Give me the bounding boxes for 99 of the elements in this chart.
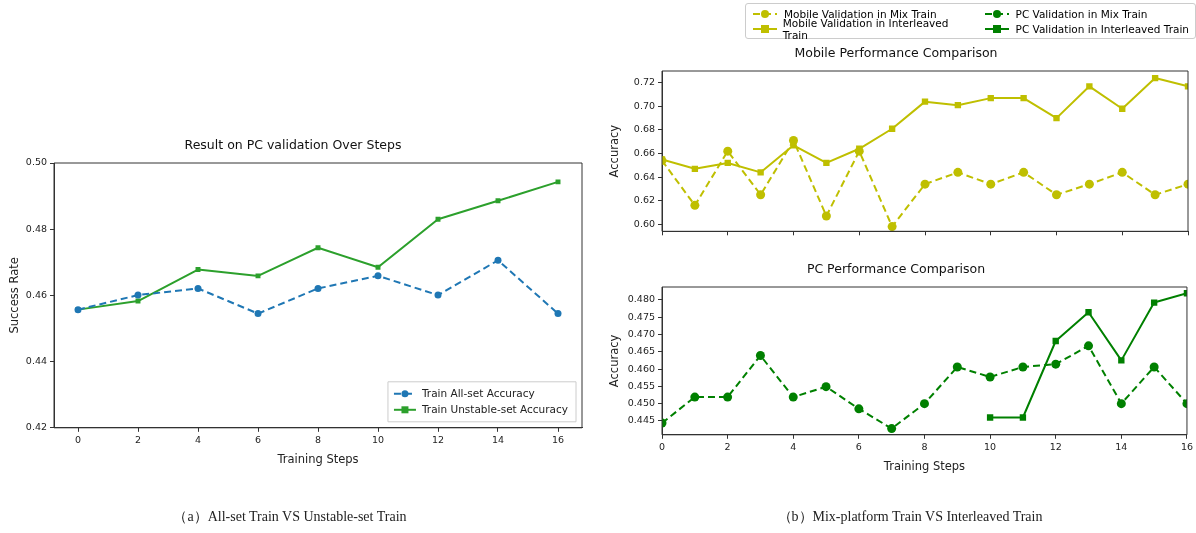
point	[314, 284, 322, 292]
y-tick-label: 0.64	[633, 170, 655, 182]
y-tick-label: 0.70	[633, 99, 655, 111]
point	[1018, 362, 1028, 372]
x-tick-label: 2	[134, 433, 142, 445]
y-tick-label: 0.46	[25, 288, 47, 300]
chart-title: PC Performance Comparison	[806, 260, 986, 276]
x-tick-label: 4	[194, 433, 202, 445]
x-axis-title: Training Steps	[276, 452, 359, 467]
legend-label: PC Validation in Mix Train	[1015, 7, 1148, 20]
x-tick-label: 8	[314, 433, 322, 445]
y-tick-label: 0.475	[627, 310, 655, 322]
y-axis-title: Accuracy	[606, 124, 621, 178]
point	[690, 392, 700, 402]
point	[374, 272, 382, 280]
x-tick-label: 16	[1180, 440, 1193, 452]
y-tick-label: 0.480	[627, 293, 655, 305]
y-tick-label: 0.445	[627, 414, 655, 426]
point	[723, 146, 733, 156]
point	[1020, 94, 1027, 102]
x-tick-label: 12	[1049, 440, 1062, 452]
x-tick-label: 12	[431, 433, 445, 445]
point	[854, 404, 864, 414]
y-axis-title: Success Rate	[6, 257, 21, 334]
point	[1052, 190, 1061, 200]
point	[1116, 399, 1126, 409]
legend-label: Train All-set Accuracy	[420, 386, 535, 399]
point	[554, 310, 562, 318]
y-tick-label: 0.50	[25, 156, 47, 168]
x-tick-label: 2	[724, 440, 731, 452]
point	[756, 190, 766, 200]
y-tick-label: 0.72	[633, 76, 655, 88]
y-tick-label: 0.48	[25, 222, 47, 234]
x-tick-label: 6	[254, 433, 262, 445]
y-tick-label: 0.42	[25, 421, 47, 433]
x-tick-label: 14	[491, 433, 505, 445]
legend-label: PC Validation in Interleaved Train	[1015, 22, 1189, 35]
point	[757, 169, 764, 176]
point	[1084, 179, 1094, 189]
y-tick-label: 0.465	[627, 345, 655, 357]
point	[1084, 341, 1094, 351]
point	[434, 291, 442, 299]
point	[985, 372, 995, 382]
point	[1019, 167, 1029, 177]
point	[494, 256, 502, 264]
y-tick-label: 0.455	[627, 379, 655, 391]
point	[194, 284, 202, 292]
x-tick-label: 16	[551, 433, 565, 445]
y-tick-label: 0.66	[633, 146, 655, 158]
point	[1149, 362, 1159, 372]
y-tick-label: 0.450	[627, 397, 655, 409]
y-tick-label: 0.470	[627, 327, 655, 339]
point	[887, 424, 897, 434]
x-tick-label: 14	[1115, 440, 1128, 452]
x-tick-label: 10	[984, 440, 997, 452]
point	[1118, 357, 1125, 364]
y-tick-label: 0.62	[633, 194, 655, 206]
point	[1150, 190, 1160, 200]
chart-title: Mobile Performance Comparison	[794, 44, 998, 60]
point	[952, 362, 962, 372]
point	[1086, 83, 1093, 90]
point	[1053, 114, 1060, 122]
point	[1019, 414, 1027, 421]
y-tick-label: 0.68	[633, 123, 655, 135]
legend-label: Train Unstable-set Accuracy	[420, 402, 568, 415]
x-axis-title: Training Steps	[882, 459, 966, 474]
point	[690, 200, 700, 210]
y-tick-label: 0.60	[633, 217, 655, 229]
text: （b）Mix-platform Train VS Interleaved Train	[777, 508, 1043, 526]
point	[919, 399, 929, 409]
point	[986, 179, 996, 189]
point	[920, 179, 930, 189]
x-tick-label: 10	[371, 433, 385, 445]
point	[134, 291, 142, 299]
x-tick-label: 8	[921, 440, 928, 452]
point	[986, 414, 994, 421]
point	[821, 211, 831, 221]
y-tick-label: 0.460	[627, 362, 655, 374]
point	[755, 351, 765, 361]
chart-title: Result on PC validation Over Steps	[184, 136, 402, 152]
point	[821, 382, 831, 392]
point	[1051, 359, 1061, 369]
y-tick-label: 0.44	[25, 355, 47, 367]
point	[887, 222, 897, 232]
point	[953, 167, 963, 177]
point	[823, 159, 830, 167]
point	[254, 310, 262, 318]
text: （a）All-set Train VS Unstable-set Train	[173, 508, 407, 526]
x-tick-label: 0	[74, 433, 82, 445]
x-tick-label: 6	[855, 440, 862, 452]
point	[1117, 167, 1127, 177]
point	[788, 392, 798, 402]
x-tick-label: 0	[658, 440, 666, 452]
y-axis-title: Accuracy	[606, 334, 621, 388]
point	[723, 392, 733, 402]
point	[1085, 309, 1092, 316]
point	[921, 98, 929, 105]
point	[1150, 299, 1158, 306]
x-tick-label: 4	[790, 440, 797, 452]
